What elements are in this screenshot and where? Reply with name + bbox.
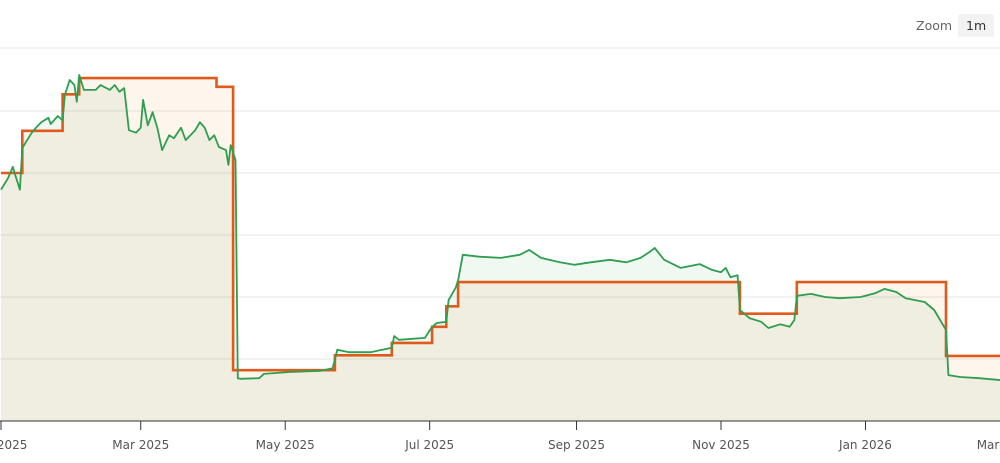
- x-tick-label: Mar 2025: [112, 438, 169, 452]
- zoom-1m-button[interactable]: 1m: [958, 13, 995, 37]
- x-tick-label: Mar 2026: [977, 438, 1000, 452]
- x-tick-label: Jan 2026: [838, 438, 892, 452]
- zoom-label: Zoom: [916, 17, 953, 33]
- orange-series-area: [1, 78, 1000, 421]
- x-tick-label: Sep 2025: [548, 438, 605, 452]
- green-series-line: [0, 74, 1000, 381]
- zoom-control: Zoom 1m: [916, 13, 1000, 37]
- green-series-area: [1, 75, 1000, 421]
- x-tick-label: Nov 2025: [692, 438, 750, 452]
- x-tick-label: Jul 2025: [404, 438, 454, 452]
- x-tick-label: May 2025: [256, 438, 315, 452]
- orange-series-line: [1, 76, 1000, 372]
- x-tick-label: Jan 2025: [0, 438, 27, 452]
